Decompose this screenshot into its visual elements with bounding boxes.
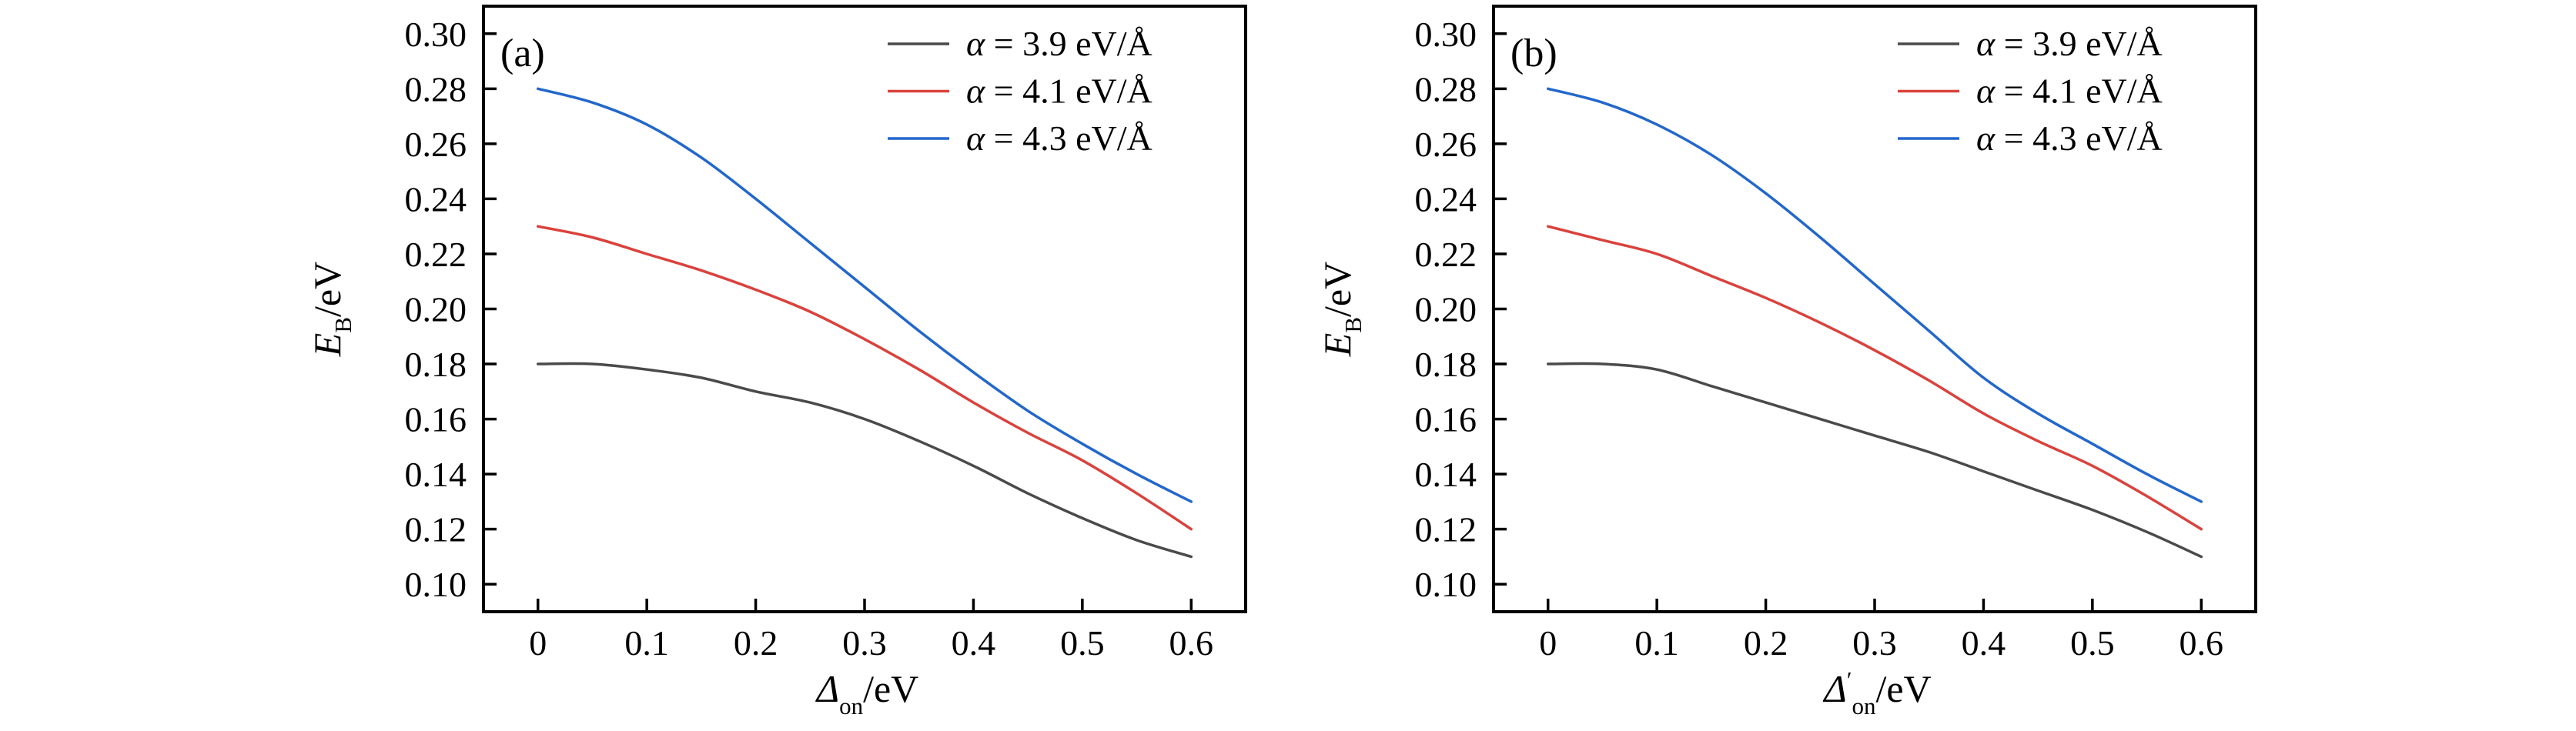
panel-b: 0.100.120.140.160.180.200.220.240.260.28…	[1316, 5, 2257, 719]
y-axis-symbol: E	[1316, 333, 1359, 358]
legend-b: α = 3.9 eV/Åα = 4.1 eV/Åα = 4.3 eV/Å	[1898, 24, 2163, 158]
legend-alpha-symbol: α	[1976, 72, 1996, 111]
legend-label-a-alpha-3.9: α = 3.9 eV/Å	[966, 24, 1153, 63]
legend-alpha-symbol: α	[966, 118, 985, 158]
y-tick-label-a: 0.16	[405, 400, 467, 439]
x-axis-symbol: Δ	[1822, 667, 1846, 710]
curve-a-alpha-3.9	[536, 362, 1193, 559]
x-axis-suffix: /eV	[1875, 667, 1931, 710]
x-tick-label-a: 0.6	[1169, 623, 1214, 663]
x-tick-label-b: 0.5	[2070, 623, 2115, 663]
y-tick-label-a: 0.26	[405, 125, 467, 164]
panel-a: 0.100.120.140.160.180.200.220.240.260.28…	[306, 5, 1247, 719]
x-axis-suffix: /eV	[863, 667, 918, 710]
y-tick-label-b: 0.10	[1415, 565, 1477, 604]
legend-alpha-value: = 4.1 eV/Å	[985, 72, 1153, 111]
y-tick-label-b: 0.26	[1415, 125, 1477, 164]
legend-alpha-symbol: α	[966, 72, 985, 111]
y-tick-label-a: 0.24	[405, 179, 467, 219]
y-tick-label-a: 0.10	[405, 565, 467, 604]
x-tick-label-b: 0.1	[1634, 623, 1679, 663]
x-tick-label-a: 0	[529, 623, 547, 663]
x-axis-subscript: on	[839, 693, 864, 719]
y-tick-label-a: 0.20	[405, 290, 467, 329]
y-tick-label-a: 0.12	[405, 510, 467, 549]
y-tick-label-a: 0.28	[405, 69, 467, 108]
curve-b-alpha-4.1	[1546, 225, 2203, 531]
y-axis-title-a: EB/eV	[306, 262, 356, 357]
legend-alpha-value: = 3.9 eV/Å	[985, 24, 1153, 63]
y-tick-label-a: 0.18	[405, 345, 467, 384]
y-tick-label-b: 0.20	[1415, 290, 1477, 329]
y-axis-suffix: /eV	[306, 262, 349, 317]
legend-label-a-alpha-4.1: α = 4.1 eV/Å	[966, 72, 1153, 111]
legend-alpha-value: = 3.9 eV/Å	[1995, 24, 2163, 63]
panel-label-b: (b)	[1510, 32, 1557, 75]
x-tick-label-a: 0.4	[952, 623, 996, 663]
y-tick-label-b: 0.14	[1415, 455, 1477, 494]
x-axis-title-a: Δon/eV	[815, 667, 919, 719]
x-axis-title-b: Δ′on/eV	[1822, 666, 1931, 719]
y-tick-label-b: 0.24	[1415, 179, 1477, 219]
x-tick-label-b: 0.3	[1852, 623, 1897, 663]
curve-b-alpha-4.3	[1546, 87, 2203, 503]
y-tick-label-b: 0.30	[1415, 15, 1477, 54]
x-axis-symbol: Δ	[815, 667, 839, 710]
y-axis-subscript: B	[330, 317, 356, 333]
x-tick-label-b: 0	[1539, 623, 1557, 663]
y-tick-label-b: 0.12	[1415, 510, 1477, 549]
x-axis-subscript: on	[1852, 693, 1876, 719]
y-axis-subscript: B	[1340, 317, 1367, 333]
x-tick-label-a: 0.3	[842, 623, 887, 663]
y-tick-label-a: 0.30	[405, 15, 467, 54]
x-tick-label-a: 0.5	[1060, 623, 1105, 663]
curve-b-alpha-3.9	[1546, 362, 2203, 559]
legend-alpha-value: = 4.1 eV/Å	[1995, 72, 2163, 111]
legend-alpha-symbol: α	[1976, 24, 1996, 63]
legend-label-b-alpha-4.3: α = 4.3 eV/Å	[1976, 118, 2163, 158]
y-axis-suffix: /eV	[1316, 262, 1359, 317]
y-tick-label-a: 0.22	[405, 235, 467, 274]
y-tick-label-b: 0.18	[1415, 345, 1477, 384]
legend-label-b-alpha-4.1: α = 4.1 eV/Å	[1976, 72, 2163, 111]
x-tick-label-a: 0.2	[734, 623, 778, 663]
legend-alpha-symbol: α	[1976, 118, 1996, 158]
curve-a-alpha-4.1	[536, 225, 1193, 531]
x-tick-label-b: 0.4	[1962, 623, 2006, 663]
curve-a-alpha-4.3	[536, 87, 1193, 503]
legend-alpha-symbol: α	[966, 24, 985, 63]
x-axis-prime: ′	[1847, 666, 1852, 693]
legend-a: α = 3.9 eV/Åα = 4.1 eV/Åα = 4.3 eV/Å	[888, 24, 1153, 158]
y-axis-title-b: EB/eV	[1316, 262, 1367, 357]
legend-alpha-value: = 4.3 eV/Å	[1995, 118, 2163, 158]
legend-label-b-alpha-3.9: α = 3.9 eV/Å	[1976, 24, 2163, 63]
y-tick-label-b: 0.22	[1415, 235, 1477, 274]
legend-label-a-alpha-4.3: α = 4.3 eV/Å	[966, 118, 1153, 158]
y-axis-symbol: E	[306, 333, 349, 358]
x-tick-label-b: 0.6	[2180, 623, 2224, 663]
y-tick-label-a: 0.14	[405, 455, 467, 494]
y-tick-label-b: 0.16	[1415, 400, 1477, 439]
legend-alpha-value: = 4.3 eV/Å	[985, 118, 1153, 158]
x-tick-label-b: 0.2	[1744, 623, 1788, 663]
x-tick-label-a: 0.1	[624, 623, 669, 663]
panel-label-a: (a)	[500, 32, 545, 75]
y-tick-label-b: 0.28	[1415, 69, 1477, 108]
